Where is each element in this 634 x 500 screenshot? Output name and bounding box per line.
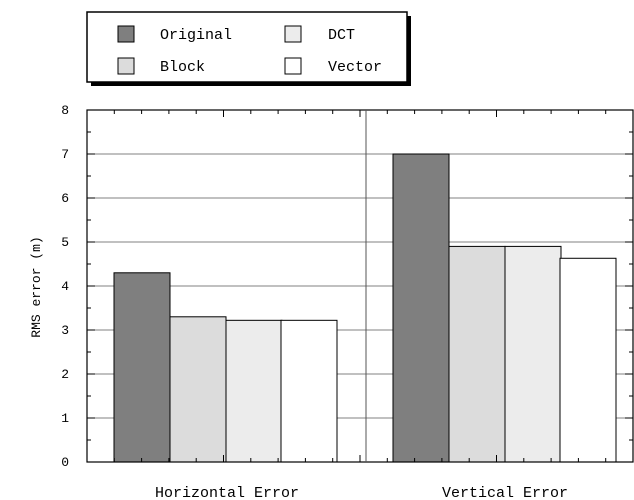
y-tick-label: 4 [61, 279, 69, 294]
legend-label-block: Block [160, 59, 205, 76]
legend-swatch-vector [284, 57, 302, 75]
y-tick-label: 8 [61, 103, 69, 118]
y-axis-title: RMS error (m) [29, 236, 44, 337]
legend-swatch-dct [284, 25, 302, 43]
y-tick-label: 1 [61, 411, 69, 426]
category-label-horizontal: Horizontal Error [155, 485, 299, 500]
y-tick-label: 3 [61, 323, 69, 338]
category-label-vertical: Vertical Error [442, 485, 568, 500]
y-tick-label: 6 [61, 191, 69, 206]
bar-vector-horizontal [280, 319, 338, 463]
bar-vector-vertical [559, 257, 617, 463]
bar-dct-vertical [504, 245, 562, 463]
y-tick-label: 7 [61, 147, 69, 162]
legend-label-vector: Vector [328, 59, 382, 76]
bar-original-vertical [392, 153, 450, 463]
legend-swatch-block [117, 57, 135, 75]
bar-original-horizontal [113, 272, 171, 463]
legend: Original Block DCT Vector [86, 11, 411, 86]
legend-box [86, 11, 408, 83]
bar-block-horizontal [169, 316, 227, 463]
y-tick-label: 5 [61, 235, 69, 250]
legend-label-dct: DCT [328, 27, 355, 44]
legend-swatch-original [117, 25, 135, 43]
bar-block-vertical [448, 245, 506, 463]
bar-dct-horizontal [225, 319, 283, 463]
legend-label-original: Original [160, 27, 232, 44]
y-tick-label: 2 [61, 367, 69, 382]
y-tick-label: 0 [61, 455, 69, 470]
